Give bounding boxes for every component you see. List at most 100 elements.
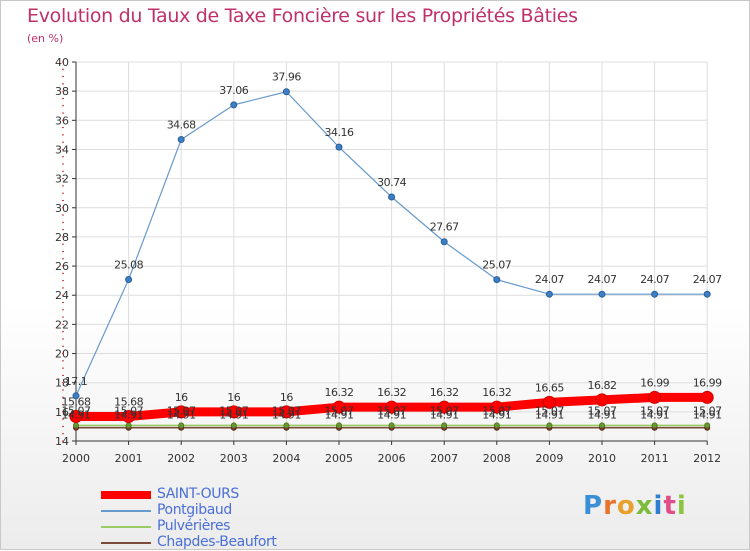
data-labels: 15.68 15.68 16 16 16 16.32 16.32 16.32 16.32 16.6…: [62, 71, 723, 422]
data-point: [178, 422, 185, 429]
data-label: 34.16: [325, 126, 354, 139]
data-label: 15.07: [167, 404, 196, 417]
data-label: 15.07: [588, 404, 617, 417]
logo-letter: x: [635, 491, 654, 521]
data-point: [388, 422, 395, 429]
data-label: 16.99: [693, 376, 722, 389]
logo-letter: o: [616, 491, 636, 521]
data-label: 16.99: [640, 376, 669, 389]
x-tick-label: 2009: [535, 452, 563, 465]
legend-swatch: [101, 491, 151, 499]
data-point: [490, 400, 504, 414]
data-point: [283, 422, 290, 429]
data-point: [545, 290, 553, 298]
data-point: [651, 290, 659, 298]
x-tick-label: 2007: [430, 452, 458, 465]
data-point: [437, 400, 451, 414]
logo-letter: i: [653, 491, 664, 521]
data-label: 37.96: [272, 71, 301, 84]
data-label: 15.07: [482, 404, 511, 417]
legend-item: Pontgibaud: [101, 502, 361, 519]
x-tick-label: 2001: [115, 452, 143, 465]
data-point: [177, 136, 185, 144]
x-tick-label: 2002: [167, 452, 195, 465]
data-label: 14.91: [167, 409, 196, 422]
data-point: [651, 422, 658, 429]
data-label: 14.91: [62, 409, 91, 422]
data-point: [282, 88, 290, 96]
legend-swatch: [101, 510, 151, 512]
data-point: [174, 405, 188, 419]
data-point: [700, 390, 714, 404]
data-label: 15.07: [693, 404, 722, 417]
data-point: [598, 290, 606, 298]
data-label: 16: [227, 391, 240, 404]
logo-letter: P: [583, 491, 604, 521]
data-point: [388, 193, 396, 201]
x-tick-label: 2003: [220, 452, 248, 465]
data-label: 14.91: [588, 409, 617, 422]
data-label: 37.06: [219, 84, 248, 97]
data-label: 24.07: [588, 273, 617, 286]
data-label: 16.32: [325, 386, 354, 399]
data-label: 15.07: [640, 404, 669, 417]
data-label: 15.68: [114, 396, 143, 409]
data-label: 17.1: [65, 375, 88, 388]
logo-letter: r: [603, 491, 617, 521]
x-tick-label: 2008: [483, 452, 511, 465]
data-label: 16: [175, 391, 188, 404]
data-label: 16.32: [430, 386, 459, 399]
data-label: 14.91: [325, 409, 354, 422]
data-point: [546, 422, 553, 429]
data-label: 14.91: [219, 409, 248, 422]
data-label: 15.68: [62, 396, 91, 409]
series: [69, 88, 714, 431]
legend-item: Chapdes-Beaufort: [101, 534, 361, 551]
data-label: 14.91: [377, 409, 406, 422]
legend-label: Chapdes-Beaufort: [157, 534, 277, 550]
data-label: 14.91: [430, 409, 459, 422]
data-label: 25.07: [482, 259, 511, 272]
data-label: 24.07: [693, 273, 722, 286]
x-tick-label: 2005: [325, 452, 353, 465]
data-label: 16.32: [377, 386, 406, 399]
data-point: [125, 275, 133, 283]
data-label: 27.67: [430, 221, 459, 234]
x-tick-label: 2012: [693, 452, 721, 465]
data-label: 15.07: [430, 404, 459, 417]
data-label: 15.07: [535, 404, 564, 417]
data-point: [493, 422, 500, 429]
chart-title: Evolution du Taux de Taxe Foncière sur l…: [27, 5, 578, 27]
data-label: 15.07: [219, 404, 248, 417]
x-tick-label: 2011: [641, 452, 669, 465]
legend-swatch: [101, 526, 151, 528]
data-label: 15.07: [62, 404, 91, 417]
data-label: 24.07: [535, 273, 564, 286]
data-label: 30.74: [377, 176, 406, 189]
data-label: 16.65: [535, 381, 564, 394]
data-point: [542, 395, 556, 409]
data-point: [279, 405, 293, 419]
x-tick-label: 2004: [272, 452, 300, 465]
data-label: 14.91: [535, 409, 564, 422]
data-label: 14.91: [272, 409, 301, 422]
data-point: [230, 101, 238, 109]
data-label: 16.32: [482, 386, 511, 399]
x-tick-label: 2006: [378, 452, 406, 465]
data-label: 15.07: [325, 404, 354, 417]
legend: SAINT-OURS Pontgibaud Pulvérières Chapdes-B…: [101, 486, 361, 551]
legend-label: Pontgibaud: [157, 502, 232, 518]
data-point: [335, 143, 343, 151]
data-point: [336, 422, 342, 429]
data-label: 16.82: [588, 379, 617, 392]
legend-label: SAINT-OURS: [157, 486, 239, 502]
data-point: [385, 400, 399, 414]
logo-letter: t: [663, 491, 677, 521]
data-label: 14.91: [482, 409, 511, 422]
data-label: 25.08: [114, 258, 143, 271]
data-point: [595, 393, 609, 407]
data-point: [493, 276, 501, 284]
legend-label: Pulvérières: [157, 518, 231, 534]
